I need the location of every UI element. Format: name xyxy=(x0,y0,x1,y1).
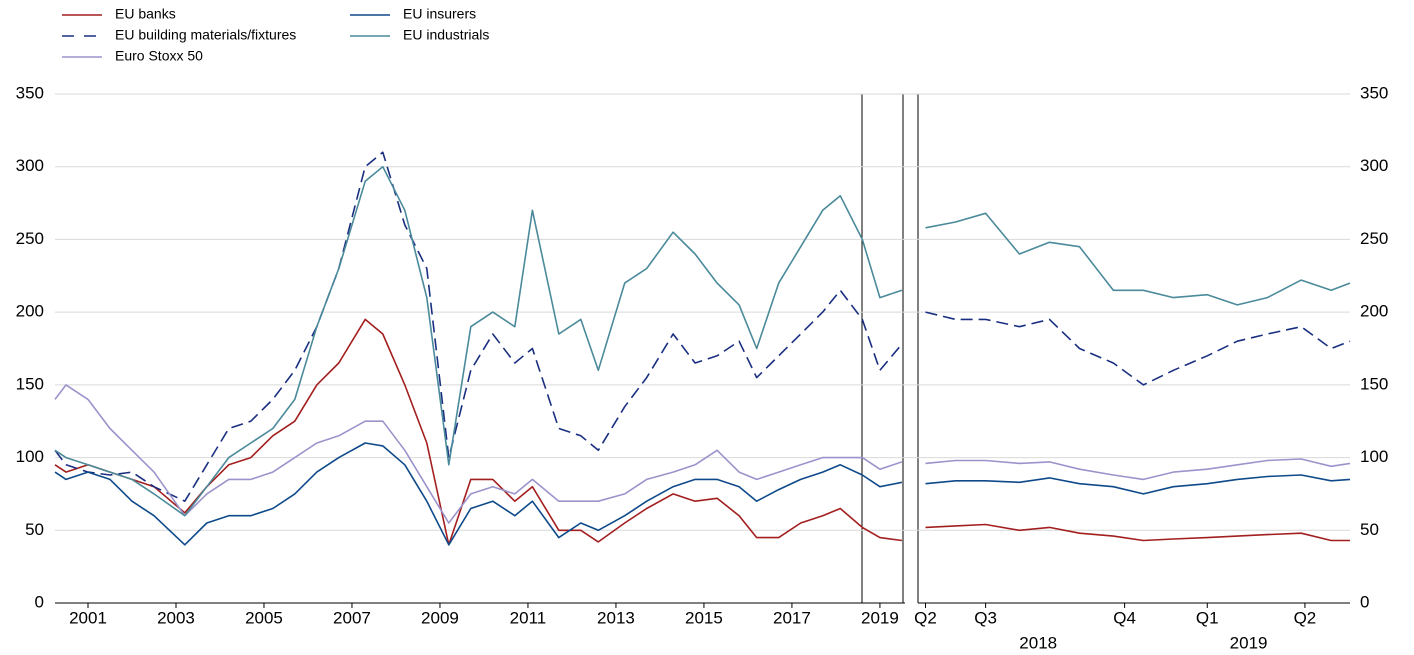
x-tick-label: Q1 xyxy=(1196,608,1219,627)
x-year-label: 2019 xyxy=(1230,633,1268,652)
series-line xyxy=(925,523,1350,542)
y-tick-label: 50 xyxy=(25,520,44,539)
x-tick-label: 2011 xyxy=(510,608,547,627)
y-tick-label: 150 xyxy=(16,374,44,393)
y-tick-label: 250 xyxy=(1360,229,1388,248)
zoom-box xyxy=(861,93,904,604)
x-tick-label: 2009 xyxy=(421,608,459,627)
y-tick-label: 0 xyxy=(35,592,44,611)
x-tick-label: 2007 xyxy=(333,608,371,627)
series-line xyxy=(54,165,903,517)
series-line xyxy=(54,384,903,524)
x-tick-label: 2019 xyxy=(861,608,899,627)
series-line xyxy=(54,151,903,502)
y-tick-label: 350 xyxy=(1360,83,1388,102)
y-tick-label: 350 xyxy=(16,83,44,102)
legend-label: EU insurers xyxy=(403,6,476,22)
x-tick-label: 2001 xyxy=(69,608,107,627)
legend-label: EU banks xyxy=(115,6,176,22)
x-year-label: 2018 xyxy=(1019,633,1057,652)
x-tick-label: Q2 xyxy=(914,608,937,627)
y-tick-label: 300 xyxy=(1360,156,1388,175)
series-line xyxy=(925,458,1351,481)
series-line xyxy=(925,474,1351,495)
series-line xyxy=(54,442,903,546)
legend-label: EU building materials/fixtures xyxy=(115,27,296,43)
y-tick-label: 50 xyxy=(1360,520,1379,539)
y-tick-label: 250 xyxy=(16,229,44,248)
y-tick-label: 150 xyxy=(1360,374,1388,393)
x-tick-label: 2017 xyxy=(773,608,811,627)
y-tick-label: 200 xyxy=(1360,302,1388,321)
x-tick-label: 2005 xyxy=(245,608,283,627)
y-tick-label: 0 xyxy=(1360,592,1369,611)
y-tick-label: 300 xyxy=(16,156,44,175)
y-tick-label: 100 xyxy=(1360,447,1388,466)
series-line xyxy=(925,311,1351,386)
x-tick-label: 2003 xyxy=(157,608,195,627)
y-tick-label: 100 xyxy=(16,447,44,466)
series-line xyxy=(925,212,1351,306)
x-tick-label: Q4 xyxy=(1113,608,1136,627)
legend-label: Euro Stoxx 50 xyxy=(115,48,203,64)
x-tick-label: Q2 xyxy=(1294,608,1317,627)
x-tick-label: Q3 xyxy=(974,608,997,627)
y-tick-label: 200 xyxy=(16,302,44,321)
series-line xyxy=(54,318,903,546)
x-tick-label: 2015 xyxy=(685,608,723,627)
x-tick-label: 2013 xyxy=(597,608,635,627)
legend-label: EU industrials xyxy=(403,27,489,43)
